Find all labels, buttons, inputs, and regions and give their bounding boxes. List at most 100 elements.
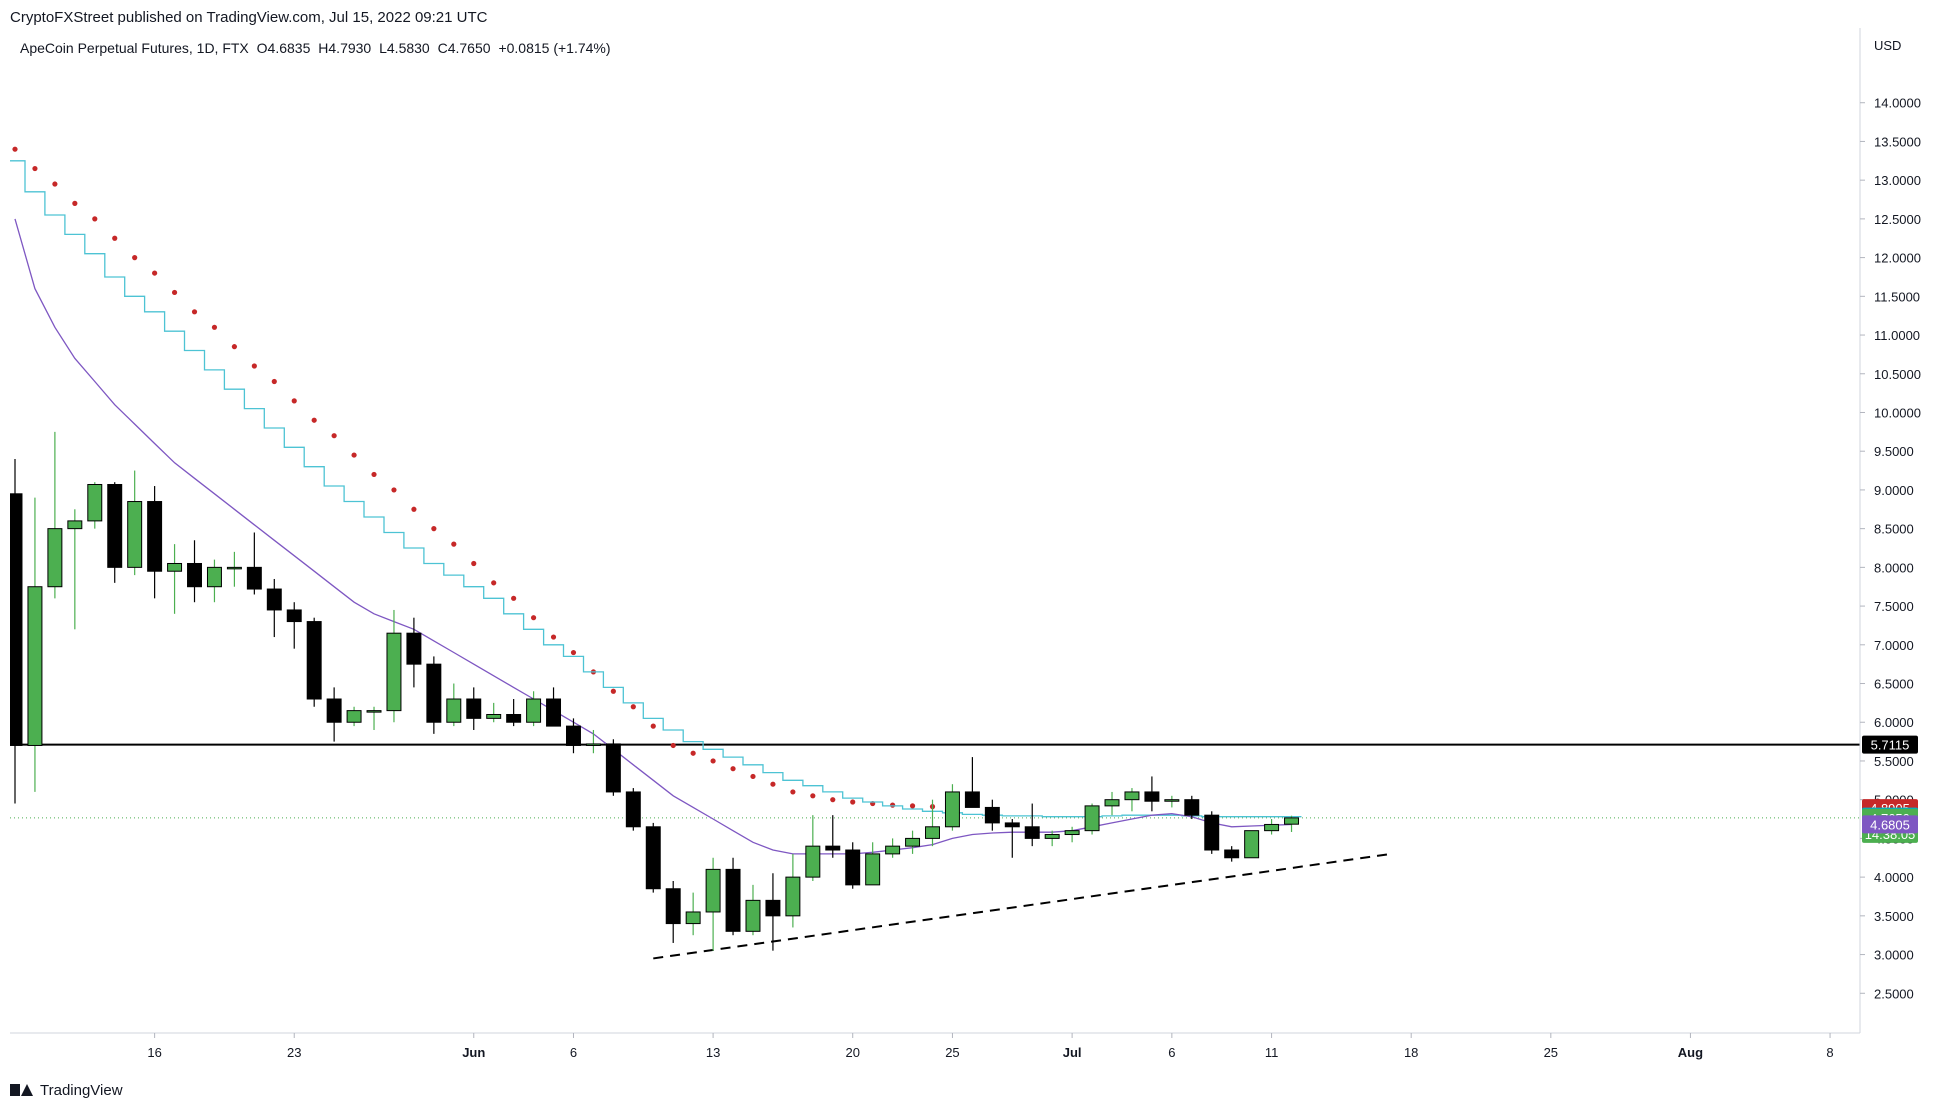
candle-body	[187, 562, 202, 588]
price-chart[interactable]: USD 14.0000 13.5000 13.0000 12.5000 12.0000 11…	[10, 28, 1941, 1080]
candle-body	[705, 868, 721, 913]
x-tick-label: 8	[1826, 1045, 1833, 1060]
y-tick-label: 8.5000	[1874, 522, 1914, 537]
bullish-candle	[127, 470, 143, 576]
symbol-name: ApeCoin Perpetual Futures, 1D, FTX	[20, 40, 249, 56]
candle-body	[885, 845, 901, 855]
candle-body	[67, 520, 83, 530]
bearish-candle	[506, 699, 522, 727]
candle-body	[825, 845, 841, 851]
footer: TradingView	[10, 1078, 123, 1102]
published-by-line: CryptoFXStreet published on TradingView.…	[10, 9, 488, 26]
x-tick-label: 6	[570, 1045, 577, 1060]
candle-body	[266, 588, 282, 611]
support-line-layer	[10, 743, 1860, 819]
bearish-candle	[1204, 811, 1220, 854]
bearish-candle	[565, 718, 581, 754]
sar-dot	[790, 789, 796, 795]
bullish-candle	[905, 830, 921, 854]
candle-body	[565, 725, 581, 746]
candle-body	[87, 483, 103, 522]
bearish-candle	[107, 482, 123, 583]
indicator-layer	[10, 146, 1302, 855]
sar-dot	[112, 235, 118, 241]
bullish-candle	[386, 609, 402, 723]
x-tick-label: 13	[706, 1045, 720, 1060]
chart-area[interactable]: USD 14.0000 13.5000 13.0000 12.5000 12.0000 11…	[10, 28, 1941, 1080]
bearish-candle	[645, 822, 661, 893]
price-tags-layer: 5.71154.89054.78054.765014:38:054.6805	[1862, 735, 1918, 843]
candle-body	[226, 566, 242, 570]
bearish-candle	[306, 617, 322, 707]
sar-dot	[331, 433, 337, 439]
sar-dot	[550, 634, 557, 640]
bullish-candle	[346, 706, 362, 727]
candle-body	[585, 743, 601, 746]
x-tick-label: 25	[1544, 1045, 1558, 1060]
y-tick-label: 6.0000	[1874, 715, 1914, 730]
bearish-candle	[825, 815, 841, 858]
candle-body	[1144, 791, 1160, 802]
candle-body	[1204, 814, 1220, 851]
candle-body	[506, 713, 522, 723]
bullish-candle	[1104, 791, 1120, 816]
sar-dot	[351, 452, 357, 458]
sar-dot	[231, 344, 238, 350]
bearish-candle	[426, 656, 442, 734]
sar-dot	[291, 398, 297, 404]
currency-label: USD	[1874, 38, 1901, 53]
y-tick-label: 6.5000	[1874, 677, 1914, 692]
x-tick-label: Aug	[1678, 1045, 1703, 1060]
bullish-candle	[1084, 803, 1100, 835]
bullish-candle	[1064, 826, 1080, 843]
sar-dot	[451, 541, 457, 547]
sar-dot	[890, 802, 896, 808]
sar-dot	[251, 363, 257, 369]
bearish-candle	[625, 788, 641, 831]
candle-body	[925, 826, 940, 839]
sar-dot	[909, 803, 916, 809]
y-tick-label: 4.0000	[1874, 870, 1914, 885]
bullish-candle	[87, 482, 103, 529]
bearish-candle	[286, 602, 302, 649]
axes-layer: USD 14.0000 13.5000 13.0000 12.5000 12.0000 11…	[10, 28, 1921, 1060]
sar-dot	[750, 773, 756, 780]
sar-dot	[152, 270, 158, 276]
bullish-candle	[486, 702, 502, 723]
y-tick-label: 10.0000	[1874, 405, 1921, 420]
bullish-candle	[805, 815, 821, 881]
candle-body	[366, 710, 382, 713]
sar-dot	[850, 799, 856, 805]
candle-body	[27, 586, 43, 746]
sar-dot	[311, 417, 317, 423]
candle-body	[286, 609, 302, 623]
ascending-trendline	[653, 852, 1392, 960]
bearish-candle	[984, 799, 1000, 831]
sar-dot	[72, 200, 78, 206]
candle-body	[406, 632, 422, 665]
bearish-candle	[187, 540, 202, 603]
bearish-candle	[1224, 846, 1240, 862]
candle-body	[1284, 817, 1300, 825]
sar-dot	[650, 723, 656, 729]
candle-body	[905, 837, 921, 847]
bearish-candle	[964, 757, 980, 808]
y-tick-label: 10.5000	[1874, 367, 1921, 382]
candle-body	[685, 911, 701, 925]
y-tick-label: 13.0000	[1874, 173, 1921, 188]
candle-body	[1104, 799, 1120, 807]
bullish-candle	[446, 683, 462, 727]
sar-dot	[530, 615, 537, 621]
sar-dot	[511, 595, 517, 601]
candle-body	[1244, 830, 1260, 859]
sar-dot	[730, 766, 736, 772]
sar-dot	[471, 560, 477, 567]
bullish-candle	[944, 784, 960, 831]
sar-dot	[12, 146, 18, 152]
sar-dot	[32, 165, 38, 172]
ohlc-change: +0.0815 (+1.74%)	[498, 40, 611, 56]
candle-body	[1004, 822, 1020, 828]
x-tick-label: 16	[147, 1045, 161, 1060]
candle-body	[1024, 826, 1040, 839]
sar-dot	[610, 688, 616, 694]
